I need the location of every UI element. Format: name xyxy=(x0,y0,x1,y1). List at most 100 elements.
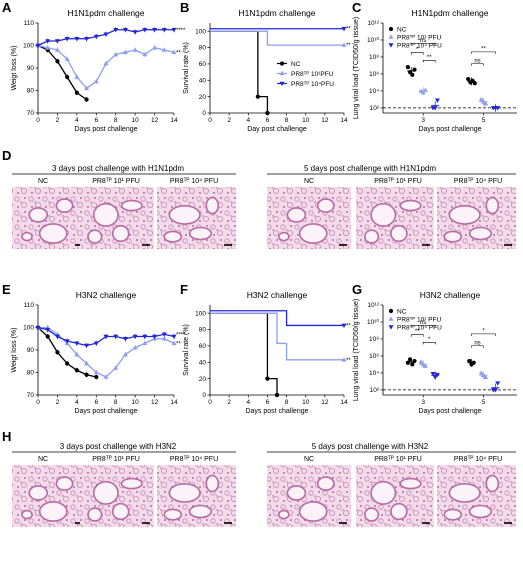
significance-mark: ** xyxy=(481,46,486,52)
airway-lumen xyxy=(485,196,500,215)
data-point-low xyxy=(113,51,119,57)
histology-image xyxy=(80,187,154,249)
y-tick-label: 80 xyxy=(199,45,207,52)
data-point-low xyxy=(45,45,51,50)
legend-marker xyxy=(279,61,285,66)
chart-e-weight-h3n2: H3N2 challenge 0 2 4 6 8 10 12 14 70 80 90 100 110 Day… xyxy=(11,290,186,415)
x-tick-label: 8 xyxy=(285,117,289,124)
legend-entry: NC xyxy=(291,61,301,68)
x-tick-label: 6 xyxy=(94,399,98,406)
y-tick-label: 70 xyxy=(27,392,35,399)
airway-lumen xyxy=(370,480,397,505)
chart-f-title: H3N2 challenge xyxy=(247,290,308,300)
x-category-label: 5 xyxy=(482,117,486,124)
data-point-nc xyxy=(405,65,410,70)
significance-bracket xyxy=(471,51,496,54)
airway-lumen xyxy=(364,229,380,244)
hist-h-label-2: PR8ᵀᴾ 10¹ PFU xyxy=(92,456,140,463)
y-tick-label: 20 xyxy=(199,94,207,101)
x-tick-label: 14 xyxy=(170,117,178,124)
x-axis-label: Days post challenge xyxy=(418,408,481,415)
x-tick-label: 6 xyxy=(94,117,98,124)
data-point-nc xyxy=(467,358,472,364)
airway-lumen xyxy=(168,482,201,503)
airway-lumen xyxy=(298,223,328,244)
data-point-high xyxy=(103,334,109,340)
x-tick-label: 10 xyxy=(302,399,310,406)
x-tick-label: 14 xyxy=(170,399,178,406)
airway-lumen xyxy=(364,507,380,522)
x-axis-label: Days post challenge xyxy=(418,126,481,133)
histology-image xyxy=(267,187,351,249)
data-point-nc xyxy=(55,350,60,355)
data-point-low xyxy=(171,49,177,55)
significance-mark: ns xyxy=(474,340,480,346)
x-tick-label: 8 xyxy=(114,399,118,406)
airway-lumen xyxy=(120,477,143,490)
x-tick-label: 4 xyxy=(246,399,250,406)
legend-entry: PR8ᵀᴾ 10¹ PFU xyxy=(397,34,441,41)
airway-lumen xyxy=(390,224,408,243)
significance-bracket xyxy=(410,325,436,328)
significance-mark: * xyxy=(482,328,485,334)
data-point-high xyxy=(171,334,177,340)
airway-lumen xyxy=(120,199,143,212)
panel-label-f: F xyxy=(180,282,188,297)
data-point-high xyxy=(152,27,158,33)
data-point-low xyxy=(122,351,128,357)
data-point-high xyxy=(434,98,440,103)
y-tick-label: 10¹² xyxy=(367,302,379,309)
series-line-low xyxy=(210,312,344,361)
data-point-high xyxy=(74,36,80,42)
data-point-low xyxy=(152,45,158,50)
y-tick-label: 80 xyxy=(199,327,207,334)
data-point-low xyxy=(142,340,148,346)
significance-mark: ** xyxy=(176,50,181,56)
hist-d-label-1: NC xyxy=(38,178,48,185)
y-tick-label: 70 xyxy=(27,110,35,117)
airway-lumen xyxy=(92,480,119,505)
data-point-high xyxy=(45,327,51,333)
hist-d-label-5: PR8ᵀᴾ 10¹ PFU xyxy=(374,178,422,185)
hist-d-left-title: 3 days post challenge with H1N1pdm xyxy=(52,164,184,173)
data-point-high xyxy=(113,334,119,340)
airway-lumen xyxy=(205,196,220,215)
data-point-nc xyxy=(408,357,413,362)
step-point-nc xyxy=(274,392,280,398)
data-point-nc xyxy=(65,361,70,366)
legend-marker xyxy=(279,70,285,76)
significance-mark: ** xyxy=(415,329,420,335)
airway-lumen xyxy=(399,199,422,212)
data-point-high xyxy=(122,336,128,342)
data-point-high xyxy=(93,341,99,346)
significance-mark: * xyxy=(428,337,431,343)
data-point-high xyxy=(103,32,109,37)
y-tick-label: 80 xyxy=(27,88,35,95)
significance-mark: * xyxy=(416,47,419,53)
series-line-low xyxy=(37,44,175,90)
histology-panel-h: 3 days post challenge with H3N2 5 days p… xyxy=(12,442,516,527)
data-point-high xyxy=(93,34,99,40)
x-tick-label: 10 xyxy=(132,399,140,406)
histology-image xyxy=(356,465,434,527)
hist-h-label-3: PR8ᵀᴾ 10⁴ PFU xyxy=(170,456,218,463)
airway-lumen xyxy=(87,507,103,522)
data-point-high xyxy=(35,325,41,331)
histology-image xyxy=(267,465,351,527)
data-point-high xyxy=(35,43,41,49)
airway-lumen xyxy=(485,474,500,493)
data-point-high xyxy=(45,39,51,44)
data-point-high xyxy=(54,39,60,44)
y-tick-label: 10¹⁰ xyxy=(367,36,379,44)
y-tick-label: 0 xyxy=(202,110,206,117)
data-point-nc xyxy=(74,90,79,95)
airway-lumen xyxy=(168,204,201,225)
histology-image xyxy=(157,187,236,249)
legend-marker xyxy=(388,26,394,32)
panel-label-g: G xyxy=(352,282,362,297)
series-line-nc xyxy=(37,44,87,101)
data-point-high xyxy=(171,27,177,33)
data-point-high xyxy=(495,381,501,386)
hist-h-left-title: 3 days post challenge with H3N2 xyxy=(60,442,177,451)
chart-g-viral-load-h3n2: H3N2 challenge 10¹² 10¹⁰ 10⁸ 10⁶ 10⁴ 10² 3 5Days… xyxy=(353,290,517,415)
